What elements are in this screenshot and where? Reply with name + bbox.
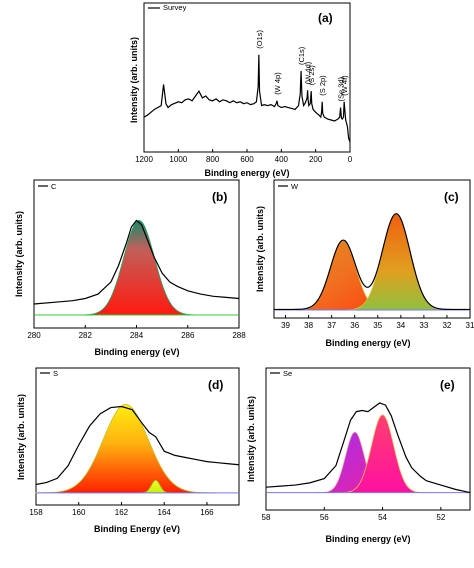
panel-e-ylabel: Intensity (arb. units) — [246, 396, 256, 482]
panel-c-x-ticks: 39 38 37 36 35 34 33 32 31 — [281, 315, 474, 330]
panel-a: 1200 1000 800 600 400 200 0 (O1s) (C1s)(W 4d) (W… — [129, 2, 353, 178]
panel-d-ylabel: Intensity (arb. units) — [16, 394, 26, 480]
panel-c: 39 38 37 36 35 34 33 32 31 W (c) Intensity (arb.… — [255, 179, 474, 348]
panel-c-x-tick-label: 32 — [442, 321, 451, 330]
panel-a-peak-label: (S 2s) — [307, 65, 316, 86]
panel-d-s2p32-peak — [35, 404, 216, 494]
panel-a-peak-label: (C1s) — [297, 46, 306, 65]
panel-a-x-tick-label: 400 — [275, 155, 289, 164]
panel-e-x-tick-label: 54 — [378, 513, 387, 522]
panel-b-legend-label: C — [51, 182, 57, 191]
panel-a-peak-label: (W 4d) — [304, 61, 313, 84]
panel-e-x-ticks: 58 56 54 52 — [262, 507, 446, 522]
panel-a-peak-label: (S 2p) — [318, 75, 327, 96]
panel-a-x-ticks: 1200 1000 800 600 400 200 0 — [135, 149, 353, 164]
panel-a-x-tick-label: 0 — [348, 155, 353, 164]
panel-c-x-tick-label: 35 — [373, 321, 382, 330]
panel-c-envelope — [274, 213, 470, 311]
panel-e-x-tick-label: 56 — [320, 513, 329, 522]
panel-c-x-tick-label: 31 — [466, 321, 474, 330]
panel-c-x-tick-label: 36 — [350, 321, 359, 330]
panel-b-c1s-peak — [77, 219, 201, 316]
panel-c-legend-label: W — [291, 182, 299, 191]
panel-d-x-ticks: 158 160 162 164 166 — [29, 502, 214, 517]
panel-a-peak-label: (Se 3d) — [337, 76, 346, 101]
panel-d-x-tick-label: 160 — [72, 508, 86, 517]
panel-b-ylabel: Intensity (arb. units) — [14, 211, 24, 297]
panel-d-x-tick-label: 164 — [158, 508, 172, 517]
panel-c-ylabel: Intensity (arb. units) — [255, 206, 265, 292]
panel-e-legend-label: Se — [283, 369, 292, 378]
panel-a-survey-line — [143, 54, 351, 143]
panel-b-x-tick-label: 282 — [79, 331, 93, 340]
panel-e-x-tick-label: 52 — [436, 513, 445, 522]
panel-b-x-tick-label: 284 — [130, 331, 144, 340]
panel-d-x-tick-label: 166 — [200, 508, 214, 517]
panel-e-letter: (e) — [440, 378, 455, 392]
panel-c-x-tick-label: 34 — [396, 321, 405, 330]
panel-b-x-tick-label: 286 — [181, 331, 195, 340]
panel-d-frame — [35, 367, 240, 506]
panel-b-letter: (b) — [212, 190, 227, 204]
panel-c-x-tick-label: 33 — [419, 321, 428, 330]
panel-a-x-tick-label: 800 — [206, 155, 220, 164]
panel-a-letter: (a) — [318, 11, 333, 25]
panel-c-x-tick-label: 37 — [327, 321, 336, 330]
panel-a-x-tick-label: 1200 — [135, 155, 153, 164]
panel-b-x-ticks: 280 282 284 286 288 — [27, 325, 246, 340]
panel-a-peak-label: (O1s) — [255, 29, 264, 48]
panel-d-legend-label: S — [53, 369, 58, 378]
panel-e-envelope — [265, 402, 471, 494]
panel-d-x-tick-label: 162 — [115, 508, 129, 517]
panel-a-x-tick-label: 1000 — [169, 155, 187, 164]
panel-a-peak-labels: (O1s) (C1s)(W 4d) (W 4p) (S 2s)(S 2p) (Se 3d… — [255, 29, 349, 101]
panel-a-ylabel: Intensity (arb. units) — [129, 37, 139, 123]
panel-a-peak-label: (W 4p) — [273, 72, 282, 95]
panel-b-x-tick-label: 280 — [27, 331, 41, 340]
panel-b-envelope — [33, 219, 240, 305]
panel-a-legend-label: Survey — [163, 3, 187, 12]
panel-d-envelope — [35, 405, 240, 486]
panel-a-x-tick-label: 200 — [309, 155, 323, 164]
panel-a-xlabel: Binding energy (eV) — [204, 168, 289, 178]
panel-d-xlabel: Binding Energy (eV) — [94, 524, 180, 534]
panel-a-peak-label: (W 4f) — [340, 75, 349, 96]
panel-d: 158 160 162 164 166 S (d) Intensity (arb. un… — [16, 367, 240, 534]
panel-c-frame — [273, 179, 471, 319]
panel-b-x-tick-label: 288 — [232, 331, 246, 340]
panel-c-letter: (c) — [444, 190, 459, 204]
panel-e: 58 56 54 52 Se (e) Intensity (arb. units) B… — [246, 367, 471, 544]
panel-e-se3d32-peak — [337, 414, 428, 493]
panel-e-xlabel: Binding energy (eV) — [325, 534, 410, 544]
panel-c-x-tick-label: 39 — [281, 321, 290, 330]
panel-e-frame — [265, 367, 471, 511]
panel-b-xlabel: Binding energy (eV) — [94, 347, 179, 357]
panel-c-xlabel: Binding energy (eV) — [325, 338, 410, 348]
panel-e-x-tick-label: 58 — [262, 513, 271, 522]
panel-d-x-tick-label: 158 — [29, 508, 43, 517]
panel-c-x-tick-label: 38 — [304, 321, 313, 330]
panel-a-x-tick-label: 600 — [240, 155, 254, 164]
panel-b: 280 282 284 286 288 C (b) Intensity (arb. un… — [14, 179, 246, 357]
panel-d-letter: (d) — [208, 378, 223, 392]
